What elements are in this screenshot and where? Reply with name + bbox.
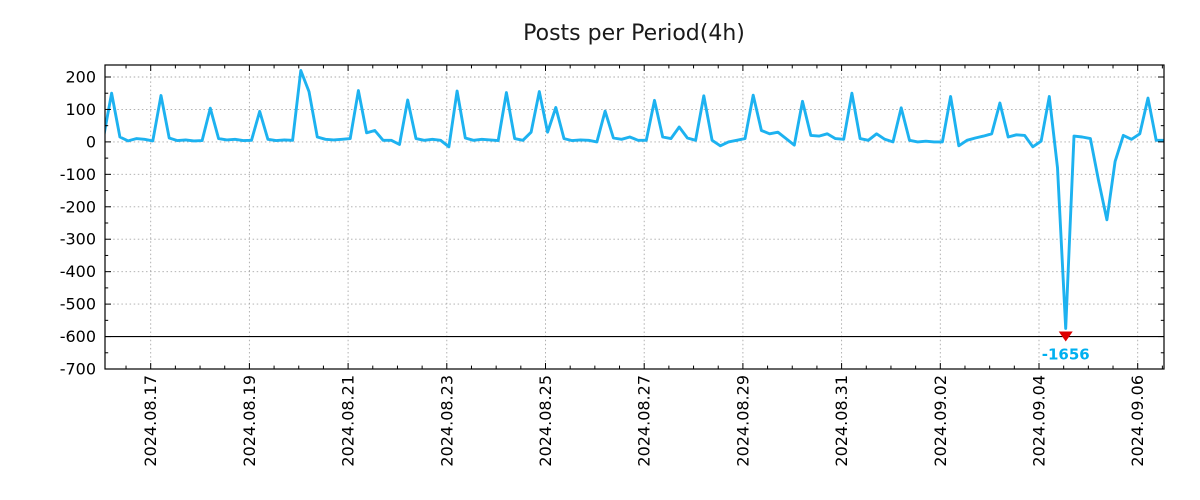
axis-ticks: [105, 65, 1164, 370]
axis-labels: 200 100 0 -100 -200 -300 -400 -500 -600 -700 2024.…: [60, 68, 1148, 467]
y-tick-label: 100: [65, 100, 96, 119]
x-tick-label: 2024.08.27: [635, 375, 654, 467]
y-tick-label: 200: [65, 68, 96, 87]
chart-title: Posts per Period(4h): [523, 21, 745, 46]
plot-border: [104, 64, 1165, 370]
posts-series-line: [105, 69, 1164, 330]
x-tick-label: 2024.08.25: [536, 375, 555, 467]
x-tick-label: 2024.09.06: [1128, 375, 1147, 467]
x-tick-label: 2024.08.17: [141, 375, 160, 467]
min-marker-triangle-icon: [1058, 331, 1073, 342]
x-tick-label: 2024.08.21: [339, 375, 358, 467]
x-tick-label: 2024.08.19: [240, 375, 259, 467]
x-tick-label: 2024.09.02: [931, 375, 950, 467]
min-annotation-layer: -1656: [1042, 331, 1090, 364]
y-tick-label: -200: [60, 197, 96, 216]
data-series-layer: [105, 69, 1164, 330]
x-tick-label: 2024.08.29: [733, 375, 752, 467]
y-tick-label: -300: [60, 230, 96, 249]
y-tick-label: -700: [60, 360, 96, 379]
y-tick-label: -100: [60, 165, 96, 184]
y-tick-label: -600: [60, 327, 96, 346]
x-tick-label: 2024.08.31: [832, 375, 851, 467]
min-value-label: -1656: [1042, 346, 1090, 364]
y-tick-label: -500: [60, 295, 96, 314]
gridlines: [105, 65, 1164, 369]
y-tick-label: 0: [86, 132, 96, 151]
x-tick-label: 2024.08.23: [437, 375, 456, 467]
y-tick-label: -400: [60, 262, 96, 281]
x-tick-label: 2024.09.04: [1030, 375, 1049, 467]
